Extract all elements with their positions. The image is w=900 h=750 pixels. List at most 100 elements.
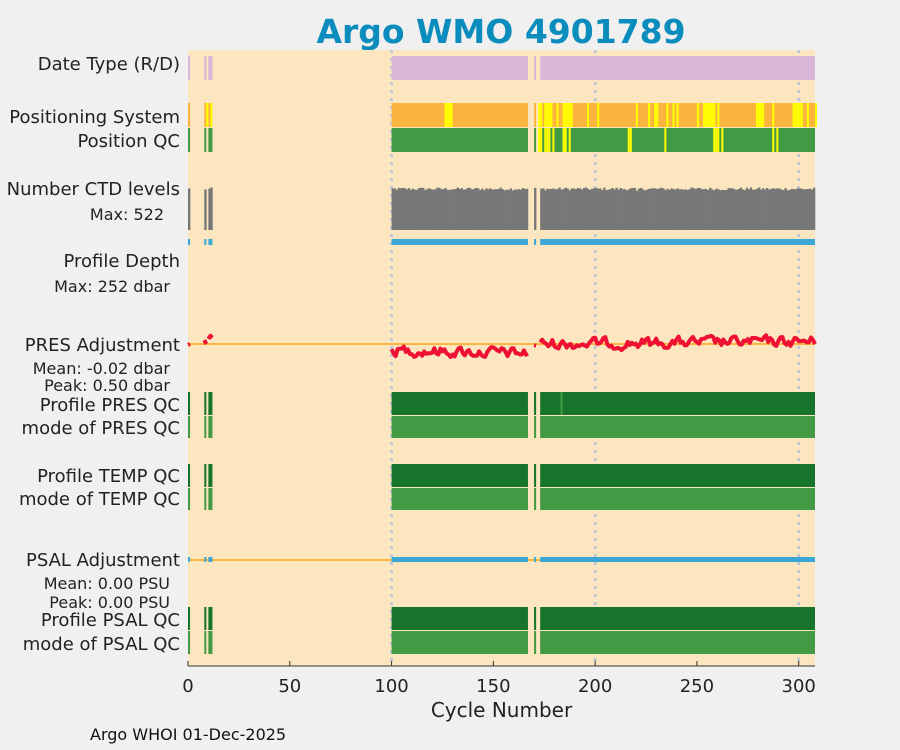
positioning-yellow-mark: [546, 103, 549, 127]
ctd-bar: [210, 187, 213, 230]
ctd-bar: [399, 188, 403, 230]
ctd-bar: [403, 188, 407, 230]
ctd-bar: [495, 189, 498, 230]
ctd-bar: [587, 188, 590, 230]
ctd-bar: [810, 189, 814, 230]
ctd-bar: [605, 190, 608, 230]
label-mode-psal-qc: mode of PSAL QC: [23, 634, 180, 655]
ctd-bar: [786, 190, 789, 230]
ctd-bar: [442, 189, 445, 230]
position-qc-yellow: [538, 128, 779, 152]
ctd-bar: [438, 187, 441, 230]
ctd-bar: [497, 189, 500, 230]
position-qc-band-segment: [391, 128, 528, 152]
ctd-bar: [745, 187, 749, 230]
x-tick-label: 250: [680, 676, 714, 697]
ctd-bar: [485, 188, 488, 230]
positioning-yellow-mark: [550, 103, 553, 127]
positioning-yellow-mark: [566, 103, 569, 127]
positioning-yellow-mark: [794, 103, 797, 127]
x-axis-label: Cycle Number: [431, 698, 573, 722]
ctd-bar: [747, 189, 751, 230]
positioning-yellow-mark: [446, 103, 449, 127]
ctd-bar: [428, 188, 431, 230]
ctd-bar: [548, 189, 551, 230]
position-qc-yellow-mark: [562, 128, 565, 152]
positioning-yellow-mark: [570, 103, 573, 127]
positioning-yellow-mark: [772, 103, 775, 127]
ctd-bar: [591, 188, 594, 230]
psal-adjustment-band-segment: [540, 557, 815, 562]
ctd-bar: [713, 190, 716, 230]
profile-temp-qc-band-segment: [204, 464, 207, 487]
pres-adjustment-line: [538, 333, 817, 353]
ctd-bar: [731, 188, 734, 230]
positioning-yellow-mark: [666, 103, 669, 127]
pres-adjustment-line: [187, 342, 191, 347]
ctd-bar: [493, 189, 496, 230]
ctd-bar: [426, 188, 429, 230]
position-qc-yellow-mark: [548, 128, 551, 152]
ctd-bar: [405, 189, 409, 230]
ctd-bar: [416, 189, 419, 230]
ctd-bar: [564, 187, 567, 230]
psal-adjustment-band-segment: [391, 557, 528, 562]
ctd-bar: [741, 189, 745, 230]
ctd-bar: [511, 190, 515, 230]
ctd-bar: [674, 189, 677, 230]
ctd-bar: [509, 188, 512, 230]
positioning-yellow-mark: [806, 103, 809, 127]
ctd-bar: [434, 189, 437, 230]
ctd-bar: [188, 188, 191, 230]
ctd-bar: [688, 188, 692, 230]
profile-pres-qc-band-segment: [534, 392, 537, 415]
profile-psal-qc-band-segment: [540, 607, 815, 630]
ctd-bar: [641, 189, 645, 230]
ctd-bar: [753, 189, 757, 230]
ctd-bar: [686, 190, 690, 230]
ctd-bar: [452, 189, 455, 230]
mode-pres-qc-band-segment: [188, 416, 191, 438]
pres-adjustment-line: [206, 333, 214, 340]
date-type-band-segment: [204, 56, 207, 80]
date-type-band-segment: [208, 56, 213, 80]
ctd-bar: [473, 188, 476, 230]
ctd-bar: [798, 188, 802, 230]
positioning-system-band-segment: [188, 103, 191, 127]
ctd-bar: [725, 190, 728, 230]
ctd-bar: [743, 190, 747, 230]
ctd-bar: [607, 189, 610, 230]
ctd-bar: [462, 189, 466, 230]
positioning-yellow-mark: [540, 103, 543, 127]
ctd-bar: [812, 187, 816, 230]
ctd-bar: [483, 190, 486, 230]
ctd-bar: [507, 189, 510, 230]
ctd-bar: [501, 189, 504, 230]
profile-psal-qc-band: [188, 607, 815, 630]
position-qc-yellow-mark: [717, 128, 720, 152]
position-qc-yellow-mark: [552, 128, 555, 152]
x-tick-label: 150: [476, 676, 510, 697]
positioning-yellow-mark: [676, 103, 679, 127]
profile-temp-qc-band-segment: [540, 464, 815, 487]
ctd-bar: [648, 188, 651, 230]
ctd-bar: [644, 190, 647, 230]
ctd-bar: [711, 189, 714, 230]
profile-pres-qc-band-segment: [204, 392, 207, 415]
ctd-bar: [499, 187, 502, 230]
positioning-yellow-mark: [654, 103, 657, 127]
ctd-bar: [625, 190, 629, 230]
positioning-yellow-mark: [758, 103, 761, 127]
ctd-bar: [682, 189, 686, 230]
profile-psal-qc-band-segment: [188, 607, 191, 630]
ctd-bar: [727, 188, 730, 230]
position-qc-yellow-mark: [721, 128, 724, 152]
positioning-yellow-mark: [713, 103, 716, 127]
ctd-bar: [629, 188, 633, 230]
psal-adjustment-band-segment: [204, 557, 207, 562]
position-qc-band-segment: [208, 128, 213, 152]
positioning-yellow-mark: [792, 103, 795, 127]
ctd-bar: [481, 188, 484, 230]
date-type-band: [188, 56, 815, 80]
label-mode-temp-qc: mode of TEMP QC: [19, 489, 180, 510]
